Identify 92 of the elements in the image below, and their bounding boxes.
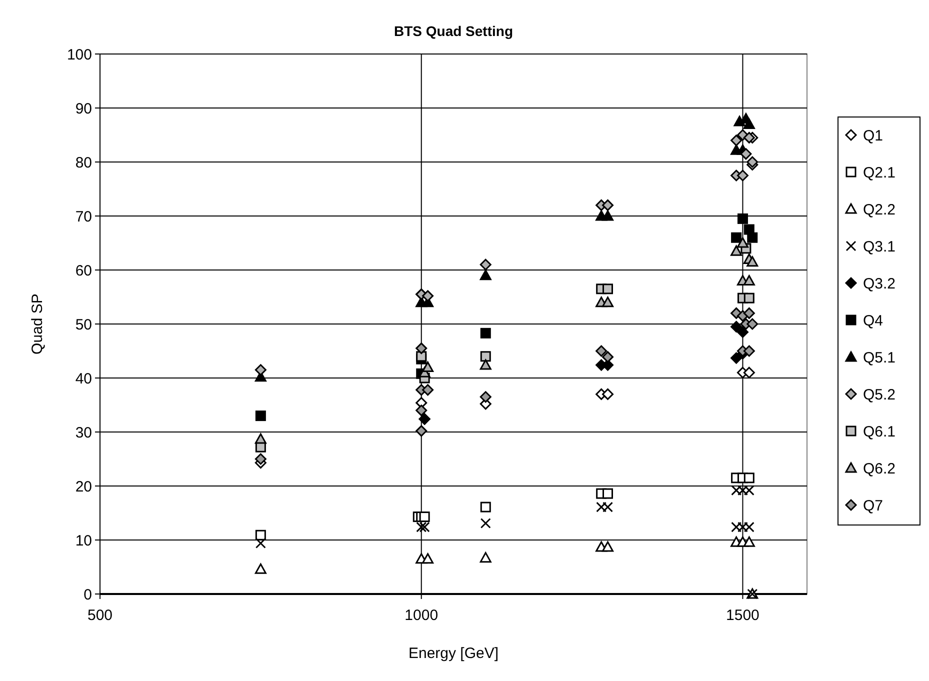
y-tick-label: 100 — [66, 46, 92, 64]
point — [731, 485, 742, 496]
x-tick-label: 1500 — [726, 607, 760, 624]
x-tick-label: 1000 — [404, 607, 438, 624]
point — [602, 502, 614, 512]
point — [744, 485, 754, 496]
legend-label: Q3.2 — [863, 275, 896, 292]
point — [596, 502, 607, 512]
point — [737, 213, 748, 224]
y-tick-label: 30 — [75, 424, 92, 442]
point — [422, 361, 434, 372]
point — [602, 210, 614, 221]
point — [254, 563, 266, 574]
point — [747, 232, 758, 243]
point — [602, 488, 614, 499]
point — [254, 433, 266, 444]
y-tick-label: 20 — [75, 478, 92, 496]
point — [602, 284, 614, 294]
legend-label: Q3.1 — [863, 238, 896, 256]
point — [731, 522, 742, 532]
x-tick-label: 500 — [87, 607, 113, 624]
y-tick-label: 60 — [75, 262, 92, 280]
point — [743, 132, 755, 144]
point — [416, 522, 427, 532]
y-tick-label: 70 — [75, 208, 92, 226]
point — [480, 258, 492, 270]
point — [737, 522, 748, 532]
point — [730, 320, 742, 332]
legend-label: Q5.2 — [863, 386, 896, 404]
point — [596, 345, 608, 357]
point — [730, 134, 742, 146]
point — [746, 318, 758, 330]
point — [419, 522, 430, 532]
point — [480, 351, 491, 362]
chart-title: BTS Quad Setting — [394, 23, 513, 39]
point — [480, 552, 492, 563]
legend-label: Q2.2 — [863, 201, 896, 218]
point — [737, 485, 748, 496]
legend-label: Q6.2 — [863, 460, 896, 478]
point — [480, 518, 491, 529]
point — [743, 536, 755, 547]
point — [602, 541, 614, 552]
point — [255, 410, 266, 422]
y-tick-label: 10 — [75, 532, 92, 550]
point — [480, 328, 491, 338]
point — [255, 538, 266, 548]
y-tick-label: 80 — [75, 154, 92, 172]
point — [255, 530, 266, 540]
y-axis-title: Quad SP — [29, 294, 46, 354]
point — [422, 553, 434, 564]
legend-label: Q2.1 — [863, 164, 896, 182]
point — [743, 366, 755, 378]
point — [740, 148, 752, 160]
point — [730, 352, 742, 364]
point — [602, 296, 614, 308]
point — [743, 345, 755, 357]
point — [422, 384, 434, 396]
point — [736, 326, 748, 338]
point — [416, 425, 428, 437]
point — [730, 245, 742, 256]
point — [743, 307, 755, 319]
point — [602, 199, 614, 211]
point — [419, 512, 430, 522]
legend-label: Q1 — [863, 127, 884, 144]
point — [416, 351, 427, 362]
point — [416, 404, 428, 416]
point — [736, 237, 748, 248]
legend-label: Q5.1 — [863, 349, 896, 366]
y-tick-label: 90 — [75, 100, 92, 118]
x-axis-title: Energy [GeV] — [408, 645, 499, 662]
point — [736, 170, 748, 182]
point — [480, 391, 492, 403]
point — [731, 232, 742, 243]
y-tick-label: 0 — [84, 586, 92, 604]
point — [254, 453, 266, 465]
point — [746, 256, 758, 267]
point — [744, 292, 754, 304]
point — [743, 118, 755, 129]
point — [746, 156, 758, 168]
y-tick-label: 50 — [75, 316, 92, 334]
point — [744, 472, 754, 484]
point — [480, 359, 492, 370]
point — [602, 388, 614, 400]
legend-label: Q6.1 — [863, 423, 896, 440]
point — [480, 270, 492, 280]
legend-label: Q7 — [863, 497, 884, 514]
point — [744, 522, 754, 532]
y-tick-label: 40 — [75, 370, 92, 388]
point — [480, 502, 491, 512]
legend-label: Q4 — [863, 312, 884, 330]
point — [416, 342, 428, 354]
point — [743, 275, 755, 286]
